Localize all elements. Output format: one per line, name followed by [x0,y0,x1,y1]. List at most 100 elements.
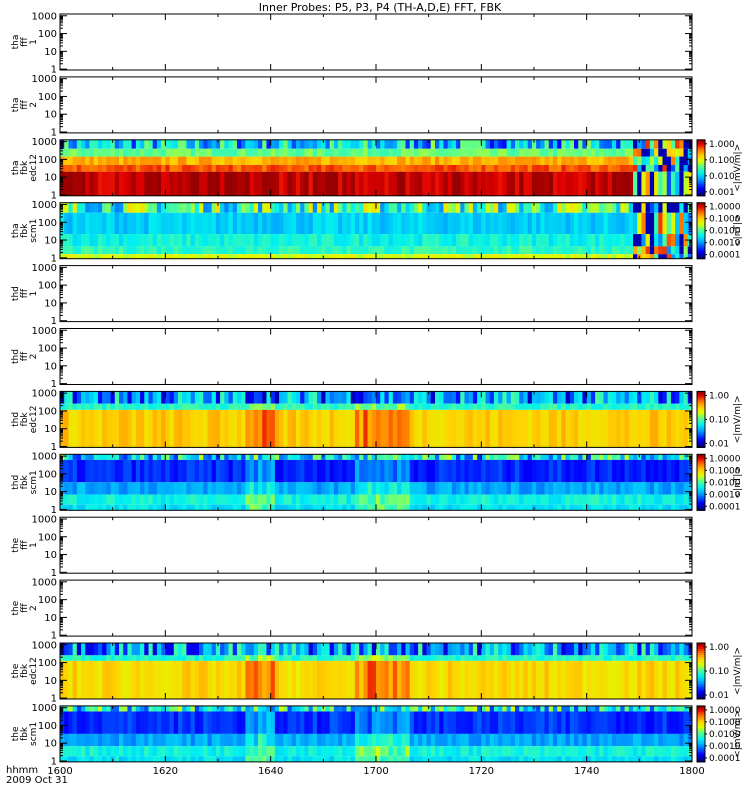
spectrogram-cell [127,156,133,165]
spectrogram-cell [388,459,394,483]
spectrogram-cell [552,212,558,235]
spectrogram-cell [156,409,162,448]
colorbar-swatch [697,508,705,511]
spectrogram-cell [182,756,187,762]
spectrogram-cell [338,482,343,495]
spectrogram-cell [527,403,533,410]
spectrogram-cell [397,504,402,511]
spectrogram-cell [536,148,541,157]
spectrogram-cell [384,459,390,483]
spectrogram-cell [317,139,322,149]
spectrogram-cell [85,733,90,747]
spectrogram-cell [489,403,495,410]
spectrogram-cell [224,504,229,511]
spectrogram-cell [300,234,305,247]
spectrogram-cell [228,202,234,213]
spectrogram-cell [418,254,423,259]
spectrogram-cell [279,148,284,157]
spectrogram-cell [207,156,213,165]
spectrogram-cell [291,711,297,734]
spectrogram-cell [552,643,558,656]
spectrogram-cell [595,171,600,196]
spectrogram-cell [258,254,263,259]
spectrogram-cell [161,202,166,213]
spectrogram-cell [641,254,647,259]
spectrogram-cell [510,171,516,196]
spectrogram-cell [506,655,512,661]
spectrogram-cell [317,171,322,196]
y-tick-label: 100 [38,595,57,606]
spectrogram-cell [426,409,432,448]
spectrogram-cell [472,171,478,196]
spectrogram-cell [114,756,120,762]
spectrogram-cell [523,246,529,255]
spectrogram-cell [506,660,512,699]
spectrogram-cell [68,212,74,235]
spectrogram-cell [350,148,356,157]
spectrogram-cell [586,165,592,172]
spectrogram-cell [426,494,432,505]
spectrogram-cell [161,733,166,747]
spectrogram-cell [569,254,575,259]
spectrogram-cell [633,246,638,255]
panel-frame [59,76,693,134]
spectrogram-cell [241,733,246,747]
spectrogram-cell [633,156,638,165]
spectrogram-cell [245,234,250,247]
spectrogram-cell [72,148,78,157]
spectrogram-cell [540,733,545,747]
spectrogram-cell [460,705,465,712]
spectrogram-cell [232,409,238,448]
spectrogram-cell [308,391,314,404]
spectrogram-cell [687,403,693,410]
spectrogram-cell [89,139,95,149]
spectrogram-cell [135,139,141,149]
spectrogram-cell [645,660,651,699]
spectrogram-cell [342,746,347,757]
spectrogram-cell [464,494,470,505]
spectrogram-cell [338,454,343,460]
spectrogram-cell [413,165,419,172]
spectrogram-cell [641,139,647,149]
spectrogram-cell [675,165,680,172]
spectrogram-cell [249,148,255,157]
spectrogram-cell [603,403,609,410]
spectrogram-cell [97,482,103,495]
y-tick-label: 1 [51,694,57,705]
spectrogram-cell [203,711,208,734]
spectrogram-cell [611,246,617,255]
spectrogram-cell [249,202,255,213]
spectrogram-cell [312,391,318,404]
spectrogram-cell [194,459,200,483]
spectrogram-cell [578,148,583,157]
spectrogram-cell [658,459,663,483]
spectrogram-cell [620,246,625,255]
spectrogram-cell [346,391,352,404]
spectrogram-cell [93,711,99,734]
spectrogram-cell [194,139,200,149]
spectrogram-cell [380,504,385,511]
spectrogram-cell [506,482,512,495]
spectrogram-cell [405,454,411,460]
spectrogram-cell [249,165,255,172]
spectrogram-cell [85,391,90,404]
spectrogram-cell [582,504,588,511]
spectrogram-cell [595,454,600,460]
spectrogram-cell [515,171,520,196]
spectrogram-cell [333,655,339,661]
spectrogram-cell [616,391,621,404]
spectrogram-cell [388,711,394,734]
spectrogram-cell [333,156,339,165]
spectrogram-cell [338,171,343,196]
spectrogram-cell [232,711,238,734]
spectrogram-cell [262,391,267,404]
spectrogram-cell [131,705,137,712]
spectrogram-cell [118,655,124,661]
spectrogram-cell [456,246,461,255]
spectrogram-cell [295,643,301,656]
spectrogram-cell [228,504,234,511]
colorbar-swatch [697,480,705,483]
spectrogram-cell [220,494,225,505]
spectrogram-cell [274,733,280,747]
